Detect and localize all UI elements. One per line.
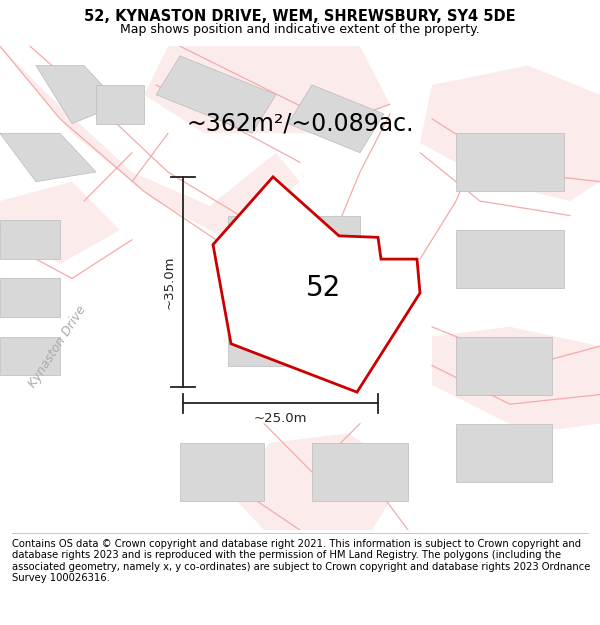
- Text: ~35.0m: ~35.0m: [163, 256, 176, 309]
- Polygon shape: [0, 221, 60, 259]
- Polygon shape: [456, 424, 552, 482]
- Polygon shape: [312, 443, 408, 501]
- Polygon shape: [456, 133, 564, 191]
- Polygon shape: [156, 56, 276, 133]
- Polygon shape: [144, 46, 390, 133]
- Text: ~362m²/~0.089ac.: ~362m²/~0.089ac.: [186, 112, 414, 136]
- Polygon shape: [0, 279, 60, 317]
- Polygon shape: [420, 66, 600, 201]
- Text: ~25.0m: ~25.0m: [254, 412, 307, 425]
- Text: Contains OS data © Crown copyright and database right 2021. This information is : Contains OS data © Crown copyright and d…: [12, 539, 590, 583]
- Polygon shape: [0, 182, 120, 264]
- Polygon shape: [432, 327, 600, 433]
- Polygon shape: [456, 336, 552, 394]
- Text: 52: 52: [307, 274, 341, 302]
- Text: Map shows position and indicative extent of the property.: Map shows position and indicative extent…: [120, 23, 480, 36]
- Polygon shape: [96, 85, 144, 124]
- Polygon shape: [288, 85, 384, 152]
- Polygon shape: [0, 336, 60, 375]
- Polygon shape: [228, 216, 360, 366]
- Text: 52, KYNASTON DRIVE, WEM, SHREWSBURY, SY4 5DE: 52, KYNASTON DRIVE, WEM, SHREWSBURY, SY4…: [84, 9, 516, 24]
- Polygon shape: [213, 177, 420, 392]
- Polygon shape: [228, 433, 408, 530]
- Text: Kynaston Drive: Kynaston Drive: [26, 302, 88, 389]
- Polygon shape: [0, 46, 300, 240]
- Polygon shape: [36, 66, 120, 124]
- Polygon shape: [180, 443, 264, 501]
- Polygon shape: [0, 133, 96, 182]
- Polygon shape: [456, 230, 564, 288]
